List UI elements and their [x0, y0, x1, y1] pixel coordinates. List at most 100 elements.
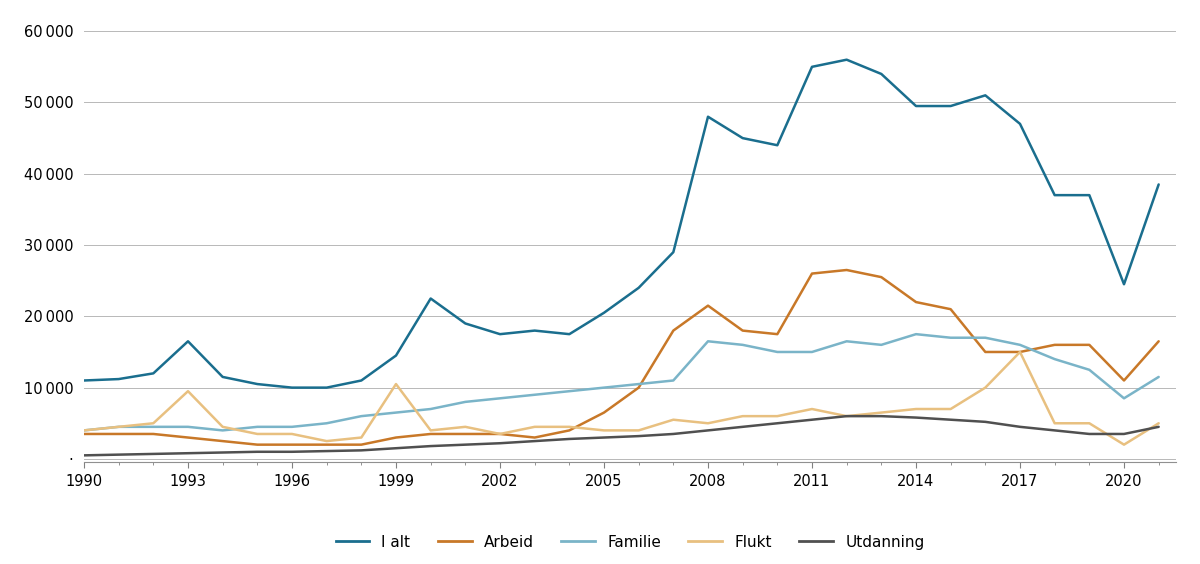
- Familie: [805, 349, 820, 355]
- Flukt: [284, 430, 299, 437]
- I alt: [770, 142, 785, 149]
- Arbeid: [701, 302, 715, 309]
- Familie: [596, 384, 611, 391]
- Arbeid: [319, 441, 334, 448]
- Flukt: [736, 413, 750, 420]
- Arbeid: [112, 430, 126, 437]
- Utdanning: [840, 413, 854, 420]
- I alt: [528, 327, 542, 334]
- Utdanning: [1013, 424, 1027, 430]
- Familie: [1082, 367, 1097, 373]
- Flukt: [319, 438, 334, 444]
- Utdanning: [736, 424, 750, 430]
- Familie: [874, 341, 888, 348]
- Flukt: [1013, 349, 1027, 355]
- Familie: [77, 427, 91, 434]
- Flukt: [458, 424, 473, 430]
- Utdanning: [112, 451, 126, 458]
- Arbeid: [354, 441, 368, 448]
- Arbeid: [666, 327, 680, 334]
- Line: Flukt: Flukt: [84, 352, 1159, 444]
- I alt: [216, 373, 230, 380]
- Arbeid: [458, 430, 473, 437]
- Utdanning: [354, 447, 368, 454]
- Utdanning: [493, 440, 508, 447]
- Flukt: [1048, 420, 1062, 426]
- Flukt: [978, 384, 992, 391]
- I alt: [666, 249, 680, 255]
- Familie: [112, 424, 126, 430]
- Familie: [493, 395, 508, 402]
- Utdanning: [181, 450, 196, 457]
- Arbeid: [840, 267, 854, 274]
- Arbeid: [1082, 341, 1097, 348]
- Flukt: [1117, 441, 1132, 448]
- Flukt: [943, 406, 958, 412]
- Arbeid: [424, 430, 438, 437]
- Arbeid: [908, 299, 923, 306]
- I alt: [943, 103, 958, 109]
- I alt: [701, 113, 715, 120]
- Utdanning: [1082, 430, 1097, 437]
- Flukt: [701, 420, 715, 426]
- Familie: [181, 424, 196, 430]
- Arbeid: [77, 430, 91, 437]
- Arbeid: [146, 430, 161, 437]
- Utdanning: [250, 448, 264, 455]
- Flukt: [216, 424, 230, 430]
- I alt: [874, 70, 888, 77]
- Flukt: [874, 409, 888, 416]
- I alt: [389, 352, 403, 359]
- Line: Utdanning: Utdanning: [84, 416, 1159, 455]
- Utdanning: [424, 443, 438, 450]
- Familie: [631, 381, 646, 387]
- I alt: [354, 377, 368, 384]
- Arbeid: [770, 331, 785, 337]
- I alt: [562, 331, 576, 337]
- Arbeid: [528, 434, 542, 441]
- Familie: [736, 341, 750, 348]
- I alt: [840, 56, 854, 63]
- Familie: [840, 338, 854, 345]
- Utdanning: [458, 441, 473, 448]
- Familie: [458, 399, 473, 406]
- Familie: [1117, 395, 1132, 402]
- Flukt: [528, 424, 542, 430]
- Familie: [701, 338, 715, 345]
- Familie: [908, 331, 923, 337]
- Utdanning: [943, 416, 958, 423]
- I alt: [493, 331, 508, 337]
- Familie: [389, 409, 403, 416]
- I alt: [596, 310, 611, 316]
- Familie: [1048, 356, 1062, 363]
- Flukt: [112, 424, 126, 430]
- Arbeid: [216, 438, 230, 444]
- Flukt: [666, 416, 680, 423]
- Familie: [284, 424, 299, 430]
- Utdanning: [596, 434, 611, 441]
- Familie: [216, 427, 230, 434]
- I alt: [284, 384, 299, 391]
- Arbeid: [874, 274, 888, 280]
- Flukt: [805, 406, 820, 412]
- Flukt: [424, 427, 438, 434]
- Flukt: [770, 413, 785, 420]
- Arbeid: [596, 409, 611, 416]
- Familie: [354, 413, 368, 420]
- Familie: [562, 388, 576, 395]
- I alt: [805, 63, 820, 70]
- Utdanning: [146, 451, 161, 457]
- Arbeid: [493, 430, 508, 437]
- Utdanning: [1048, 427, 1062, 434]
- I alt: [77, 377, 91, 384]
- I alt: [319, 384, 334, 391]
- Line: Familie: Familie: [84, 334, 1159, 430]
- Arbeid: [1013, 349, 1027, 355]
- I alt: [1048, 192, 1062, 199]
- I alt: [112, 376, 126, 382]
- Utdanning: [701, 427, 715, 434]
- I alt: [736, 135, 750, 142]
- Flukt: [631, 427, 646, 434]
- Familie: [424, 406, 438, 412]
- Familie: [250, 424, 264, 430]
